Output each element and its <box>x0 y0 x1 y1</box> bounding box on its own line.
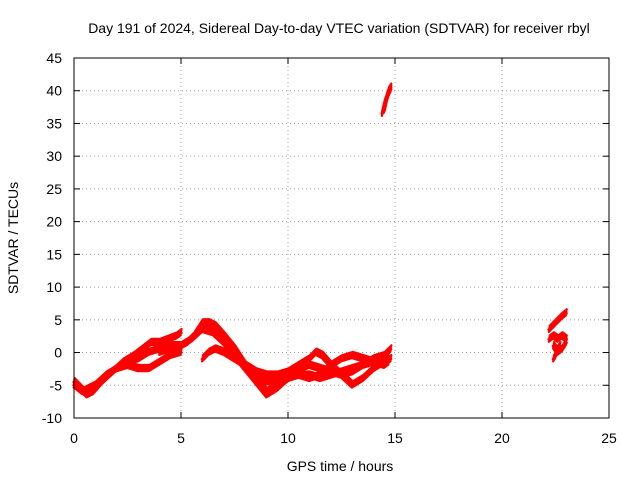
y-tick-label: 15 <box>46 246 62 262</box>
series-5-trace <box>201 345 393 385</box>
series-10-trace <box>547 334 568 342</box>
series-12 <box>551 340 562 363</box>
y-tick-label: -10 <box>42 410 62 426</box>
series-10 <box>547 331 568 343</box>
series-6-trace <box>254 354 391 384</box>
tick-labels: 0 5 10 15 20 25 -10 -5 0 5 10 15 20 25 30 35 40 45 <box>42 50 617 446</box>
data-series <box>72 82 568 399</box>
series-10-trace <box>548 332 568 339</box>
y-tick-label: 35 <box>46 115 62 131</box>
series-2-trace <box>72 353 182 396</box>
y-tick-label: 20 <box>46 214 62 230</box>
series-6-trace <box>254 357 390 386</box>
series-2 <box>72 347 183 396</box>
y-tick-label: 45 <box>46 50 62 66</box>
series-9-trace <box>547 314 567 334</box>
series-8 <box>382 84 393 114</box>
y-tick-label: 40 <box>46 83 62 99</box>
series-2-trace <box>73 347 183 389</box>
x-axis-label: GPS time / hours <box>287 458 394 474</box>
series-6-trace <box>255 350 391 380</box>
series-2-trace <box>72 350 183 394</box>
y-tick-label: 10 <box>46 279 62 295</box>
x-tick-label: 20 <box>494 430 510 446</box>
series-9-trace <box>548 308 568 327</box>
x-tick-label: 25 <box>601 430 617 446</box>
series-5-trace <box>201 344 393 383</box>
series-10-trace <box>548 331 568 337</box>
series-12-trace <box>551 347 561 363</box>
plot-frame <box>73 57 610 419</box>
series-10-trace <box>547 337 567 343</box>
x-tick-label: 5 <box>177 430 185 446</box>
series-5-trace <box>200 350 392 389</box>
series-5-trace <box>200 347 393 387</box>
chart-title: Day 191 of 2024, Sidereal Day-to-day VTE… <box>88 20 590 36</box>
series-2-trace <box>73 349 183 391</box>
y-tick-label: 5 <box>54 312 62 328</box>
y-axis-label: SDTVAR / TECUs <box>5 182 21 294</box>
series-8-trace <box>383 84 393 108</box>
series-9 <box>547 308 568 334</box>
series-9-trace <box>547 311 568 332</box>
x-tick-label: 0 <box>70 430 78 446</box>
series-4-trace <box>158 330 392 396</box>
series-6 <box>254 350 391 386</box>
y-tick-label: 30 <box>46 148 62 164</box>
grid <box>74 58 609 418</box>
y-tick-label: 25 <box>46 181 62 197</box>
series-5 <box>200 344 393 389</box>
x-tick-label: 10 <box>280 430 296 446</box>
y-tick-label: 0 <box>54 345 62 361</box>
x-tick-label: 15 <box>387 430 403 446</box>
y-tick-label: -5 <box>50 377 63 393</box>
series-12-trace <box>552 340 562 357</box>
